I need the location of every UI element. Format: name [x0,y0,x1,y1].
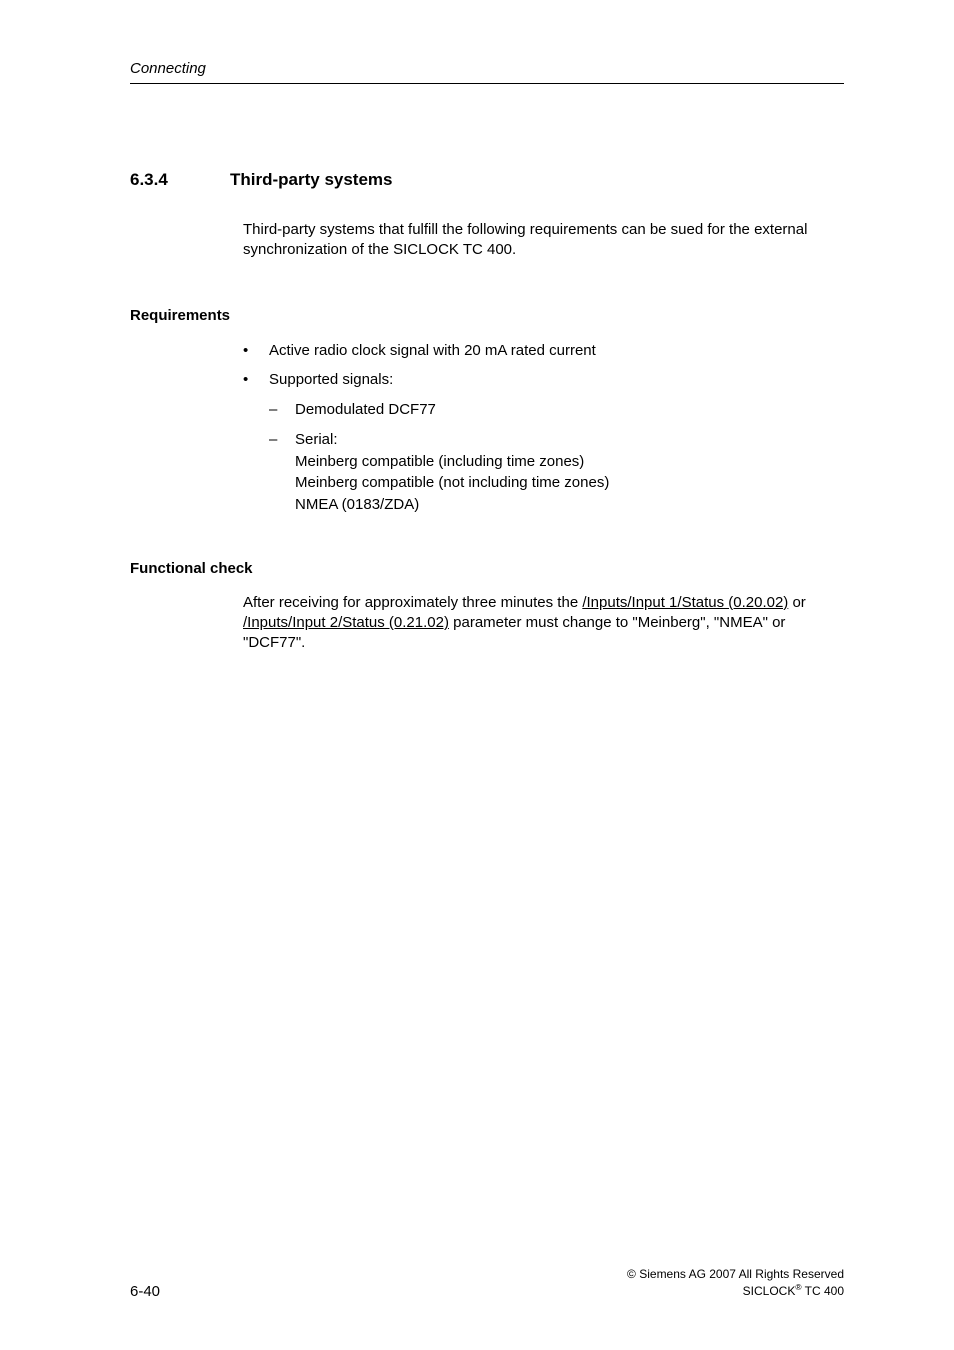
intro-paragraph: Third-party systems that fulfill the fol… [243,220,844,261]
parameter-link[interactable]: /Inputs/Input 2/Status (0.21.02) [243,614,449,631]
list-subitem-text: Demodulated DCF77 [295,399,436,421]
section-number: 6.3.4 [130,170,230,190]
footer-copyright: © Siemens AG 2007 All Rights Reserved SI… [627,1267,844,1300]
page-number: 6-40 [130,1283,160,1300]
text-fragment: After receiving for approximately three … [243,594,582,611]
section-title: Third-party systems [230,170,393,190]
requirements-heading: Requirements [130,307,844,324]
list-subitem: – Serial: Meinberg compatible (including… [269,429,844,516]
list-item-text: Active radio clock signal with 20 mA rat… [269,340,596,362]
running-header: Connecting [130,60,844,84]
list-subitem-line: Meinberg compatible (including time zone… [295,453,584,470]
product-model: TC 400 [802,1284,844,1298]
product-name: SICLOCK [743,1284,796,1298]
list-subitem-label: Serial: [295,431,338,448]
list-subitem: – Demodulated DCF77 [269,399,844,421]
page: Connecting 6.3.4 Third-party systems Thi… [0,0,954,1350]
list-item-text: Supported signals: [269,369,393,391]
copyright-symbol: © [627,1267,639,1281]
functional-check-heading: Functional check [130,560,844,577]
section-heading: 6.3.4 Third-party systems [130,170,844,190]
list-item: • Active radio clock signal with 20 mA r… [243,340,844,362]
bullet-icon: • [243,369,269,391]
functional-check-paragraph: After receiving for approximately three … [243,593,844,654]
list-item: • Supported signals: [243,369,844,391]
copyright-text: Siemens AG 2007 All Rights Reserved [639,1267,844,1281]
list-subitem-line: Meinberg compatible (not including time … [295,474,609,491]
list-subitem-line: NMEA (0183/ZDA) [295,496,419,513]
parameter-link[interactable]: /Inputs/Input 1/Status (0.20.02) [582,594,788,611]
requirements-list: • Active radio clock signal with 20 mA r… [243,340,844,516]
page-footer: 6-40 © Siemens AG 2007 All Rights Reserv… [130,1267,844,1300]
text-fragment: or [788,594,806,611]
bullet-icon: • [243,340,269,362]
dash-icon: – [269,399,295,421]
list-subitem-body: Serial: Meinberg compatible (including t… [295,429,609,516]
dash-icon: – [269,429,295,516]
